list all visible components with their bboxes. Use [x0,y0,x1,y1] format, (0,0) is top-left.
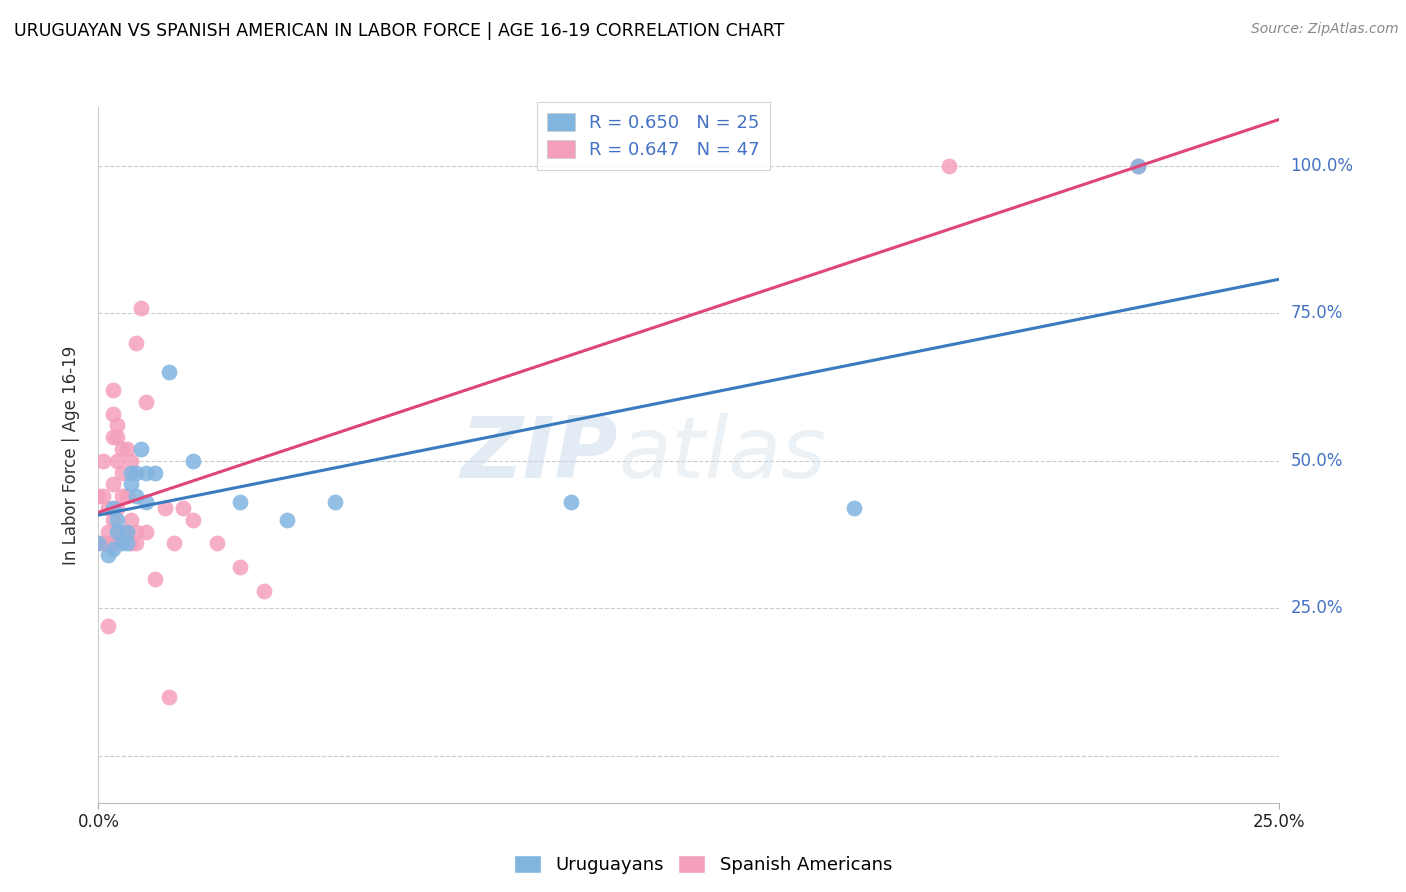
Point [111,489,134,503]
Point [135,495,157,509]
Point [87,536,110,550]
Point [105,430,128,444]
Point [135,395,157,409]
Point [105,418,128,433]
Y-axis label: In Labor Force | Age 16-19: In Labor Force | Age 16-19 [62,345,80,565]
Point [91,536,114,550]
Point [105,536,128,550]
Point [135,524,157,539]
Point [101,477,124,491]
Point [125,536,148,550]
Text: URUGUAYAN VS SPANISH AMERICAN IN LABOR FORCE | AGE 16-19 CORRELATION CHART: URUGUAYAN VS SPANISH AMERICAN IN LABOR F… [14,22,785,40]
Point [143,466,166,480]
Point [97,619,120,633]
Point [1126,159,1149,173]
Text: Source: ZipAtlas.com: Source: ZipAtlas.com [1251,22,1399,37]
Point [253,583,276,598]
Point [115,524,138,539]
Point [938,159,960,173]
Point [87,536,110,550]
Point [105,500,128,515]
Point [157,690,180,704]
Point [129,442,152,456]
Point [111,442,134,456]
Point [105,454,128,468]
Point [87,489,110,503]
Point [105,524,128,539]
Point [121,466,143,480]
Text: atlas: atlas [619,413,827,497]
Point [101,542,124,557]
Point [1126,159,1149,173]
Point [560,495,582,509]
Point [153,500,176,515]
Point [157,365,180,379]
Point [125,489,148,503]
Text: ZIP: ZIP [460,413,619,497]
Point [115,524,138,539]
Point [276,513,298,527]
Point [101,407,124,421]
Legend: Uruguayans, Spanish Americans: Uruguayans, Spanish Americans [506,847,900,881]
Point [91,454,114,468]
Point [844,500,866,515]
Legend: R = 0.650   N = 25, R = 0.647   N = 47: R = 0.650 N = 25, R = 0.647 N = 47 [537,103,770,169]
Point [229,495,252,509]
Point [181,513,204,527]
Point [163,536,186,550]
Point [97,500,120,515]
Text: 25.0%: 25.0% [1291,599,1343,617]
Point [91,489,114,503]
Text: 50.0%: 50.0% [1291,452,1343,470]
Point [111,536,134,550]
Point [323,495,346,509]
Point [121,536,143,550]
Text: 100.0%: 100.0% [1291,157,1354,175]
Point [125,466,148,480]
Point [97,548,120,562]
Point [115,442,138,456]
Point [135,466,157,480]
Point [97,524,120,539]
Point [111,524,134,539]
Point [121,477,143,491]
Point [101,383,124,397]
Point [129,301,152,315]
Text: 75.0%: 75.0% [1291,304,1343,322]
Point [101,430,124,444]
Point [143,572,166,586]
Point [121,454,143,468]
Point [172,500,194,515]
Point [115,489,138,503]
Point [101,500,124,515]
Point [101,536,124,550]
Point [101,513,124,527]
Point [125,524,148,539]
Point [125,335,148,350]
Point [121,513,143,527]
Point [115,536,138,550]
Point [97,536,120,550]
Point [181,454,204,468]
Point [229,560,252,574]
Point [105,513,128,527]
Point [205,536,228,550]
Point [111,466,134,480]
